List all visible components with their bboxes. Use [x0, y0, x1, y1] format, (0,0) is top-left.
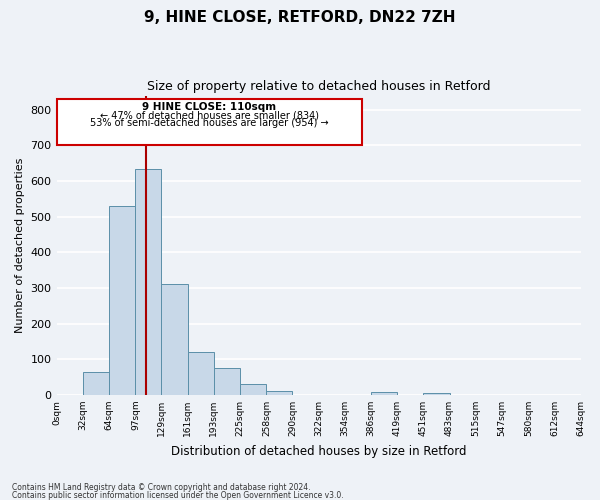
Text: Contains HM Land Registry data © Crown copyright and database right 2024.: Contains HM Land Registry data © Crown c… — [12, 484, 311, 492]
Bar — [239, 384, 266, 395]
Bar — [109, 206, 136, 395]
Bar — [83, 372, 109, 395]
Bar — [188, 352, 214, 395]
Bar — [424, 393, 449, 395]
Text: ← 47% of detached houses are smaller (834): ← 47% of detached houses are smaller (83… — [100, 111, 319, 121]
Text: 9, HINE CLOSE, RETFORD, DN22 7ZH: 9, HINE CLOSE, RETFORD, DN22 7ZH — [144, 10, 456, 25]
Bar — [136, 168, 161, 395]
Y-axis label: Number of detached properties: Number of detached properties — [15, 158, 25, 333]
Text: Contains public sector information licensed under the Open Government Licence v3: Contains public sector information licen… — [12, 490, 344, 500]
X-axis label: Distribution of detached houses by size in Retford: Distribution of detached houses by size … — [171, 444, 466, 458]
Text: 9 HINE CLOSE: 110sqm: 9 HINE CLOSE: 110sqm — [142, 102, 277, 112]
FancyBboxPatch shape — [58, 99, 362, 146]
Title: Size of property relative to detached houses in Retford: Size of property relative to detached ho… — [147, 80, 490, 93]
Text: 53% of semi-detached houses are larger (954) →: 53% of semi-detached houses are larger (… — [90, 118, 329, 128]
Bar — [214, 368, 239, 395]
Bar — [371, 392, 397, 395]
Bar — [266, 390, 292, 395]
Bar — [161, 284, 188, 395]
